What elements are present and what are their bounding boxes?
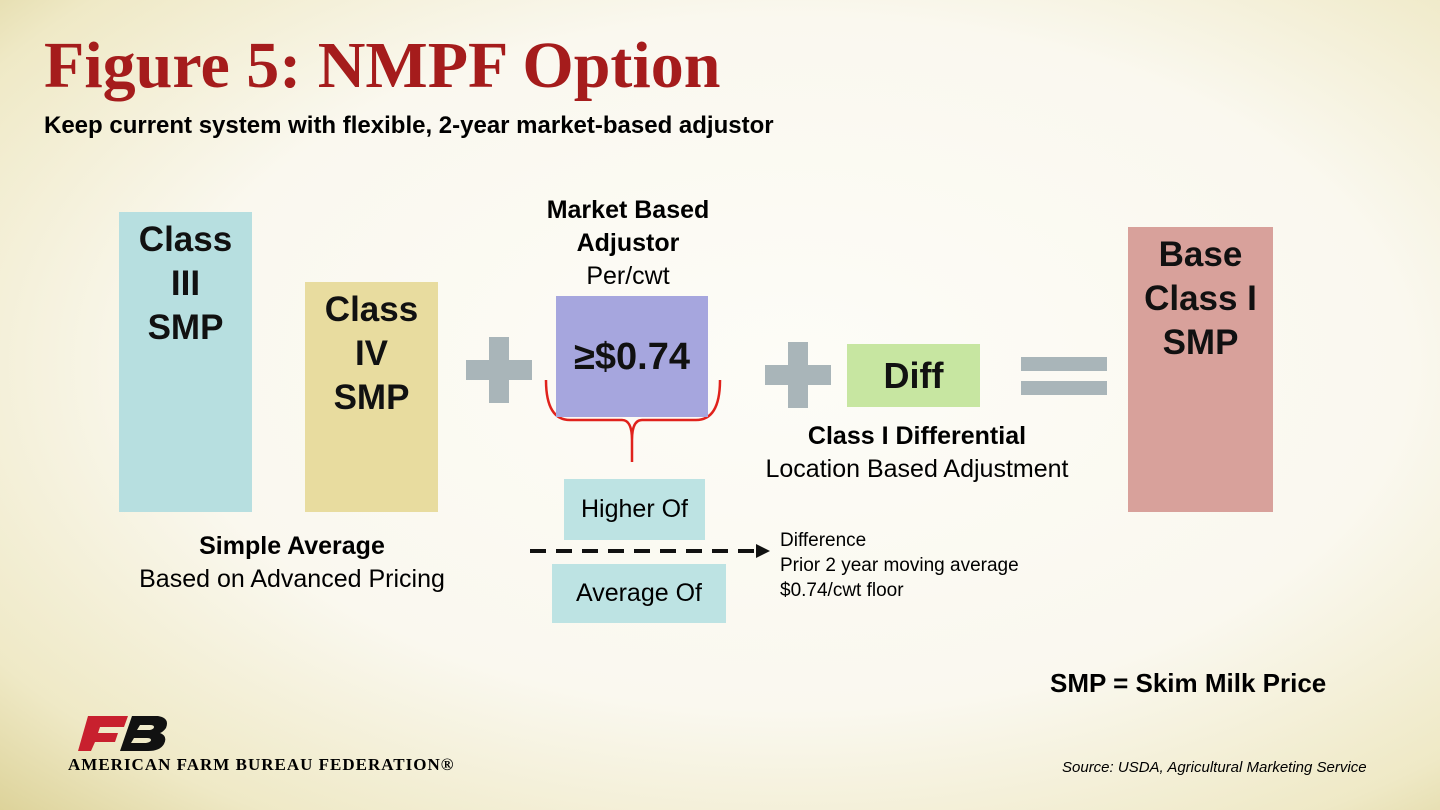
adjustor-heading: Market Based Adjustor Per/cwt bbox=[480, 194, 776, 293]
diff-caption: Class I Differential Location Based Adju… bbox=[717, 420, 1117, 486]
caption-sub: Based on Advanced Pricing bbox=[139, 565, 445, 593]
result-box: Base Class I SMP bbox=[1128, 227, 1273, 512]
adjustor-box: ≥$0.74 bbox=[556, 296, 708, 417]
title: Figure 5: NMPF Option bbox=[44, 29, 721, 102]
unit: Per/cwt bbox=[586, 262, 670, 290]
note-line: $0.74/cwt floor bbox=[780, 580, 904, 601]
class4-box: Class IV SMP bbox=[305, 282, 438, 512]
average-of: Average Of bbox=[552, 564, 726, 623]
caption-title: Simple Average bbox=[199, 532, 385, 560]
class3-box: Class III SMP bbox=[119, 212, 252, 512]
logo-mark bbox=[78, 716, 167, 751]
label: SMP bbox=[333, 378, 410, 417]
subtitle: Keep current system with flexible, 2-yea… bbox=[44, 112, 774, 139]
label: SMP bbox=[1162, 323, 1239, 362]
plus-signs bbox=[466, 337, 1107, 408]
label: SMP bbox=[147, 308, 224, 347]
caption-sub: Location Based Adjustment bbox=[765, 455, 1069, 483]
label: IV bbox=[354, 334, 389, 373]
caption-title: Class I Differential bbox=[807, 422, 1027, 450]
legend: SMP = Skim Milk Price bbox=[1050, 668, 1327, 698]
arrow-head bbox=[756, 544, 770, 558]
brace bbox=[544, 379, 722, 462]
average-caption: Simple Average Based on Advanced Pricing bbox=[92, 530, 492, 596]
label: Class bbox=[138, 220, 233, 259]
value: ≥$0.74 bbox=[574, 335, 690, 378]
label: Class bbox=[324, 290, 419, 329]
label: Diff bbox=[883, 354, 944, 396]
note: Difference Prior 2 year moving average $… bbox=[780, 528, 1019, 603]
label: Base bbox=[1158, 235, 1243, 274]
label: III bbox=[170, 264, 201, 303]
label: Class I bbox=[1144, 279, 1257, 318]
higher-of: Higher Of bbox=[564, 479, 705, 540]
diff-box: Diff bbox=[847, 344, 980, 407]
logo-text: AMERICAN FARM BUREAU FEDERATION® bbox=[68, 755, 455, 774]
note-line: Difference bbox=[780, 530, 867, 551]
heading-line: Market Based bbox=[546, 196, 710, 224]
source: Source: USDA, Agricultural Marketing Ser… bbox=[1062, 759, 1367, 776]
note-line: Prior 2 year moving average bbox=[780, 555, 1019, 576]
heading-line: Adjustor bbox=[576, 229, 680, 257]
